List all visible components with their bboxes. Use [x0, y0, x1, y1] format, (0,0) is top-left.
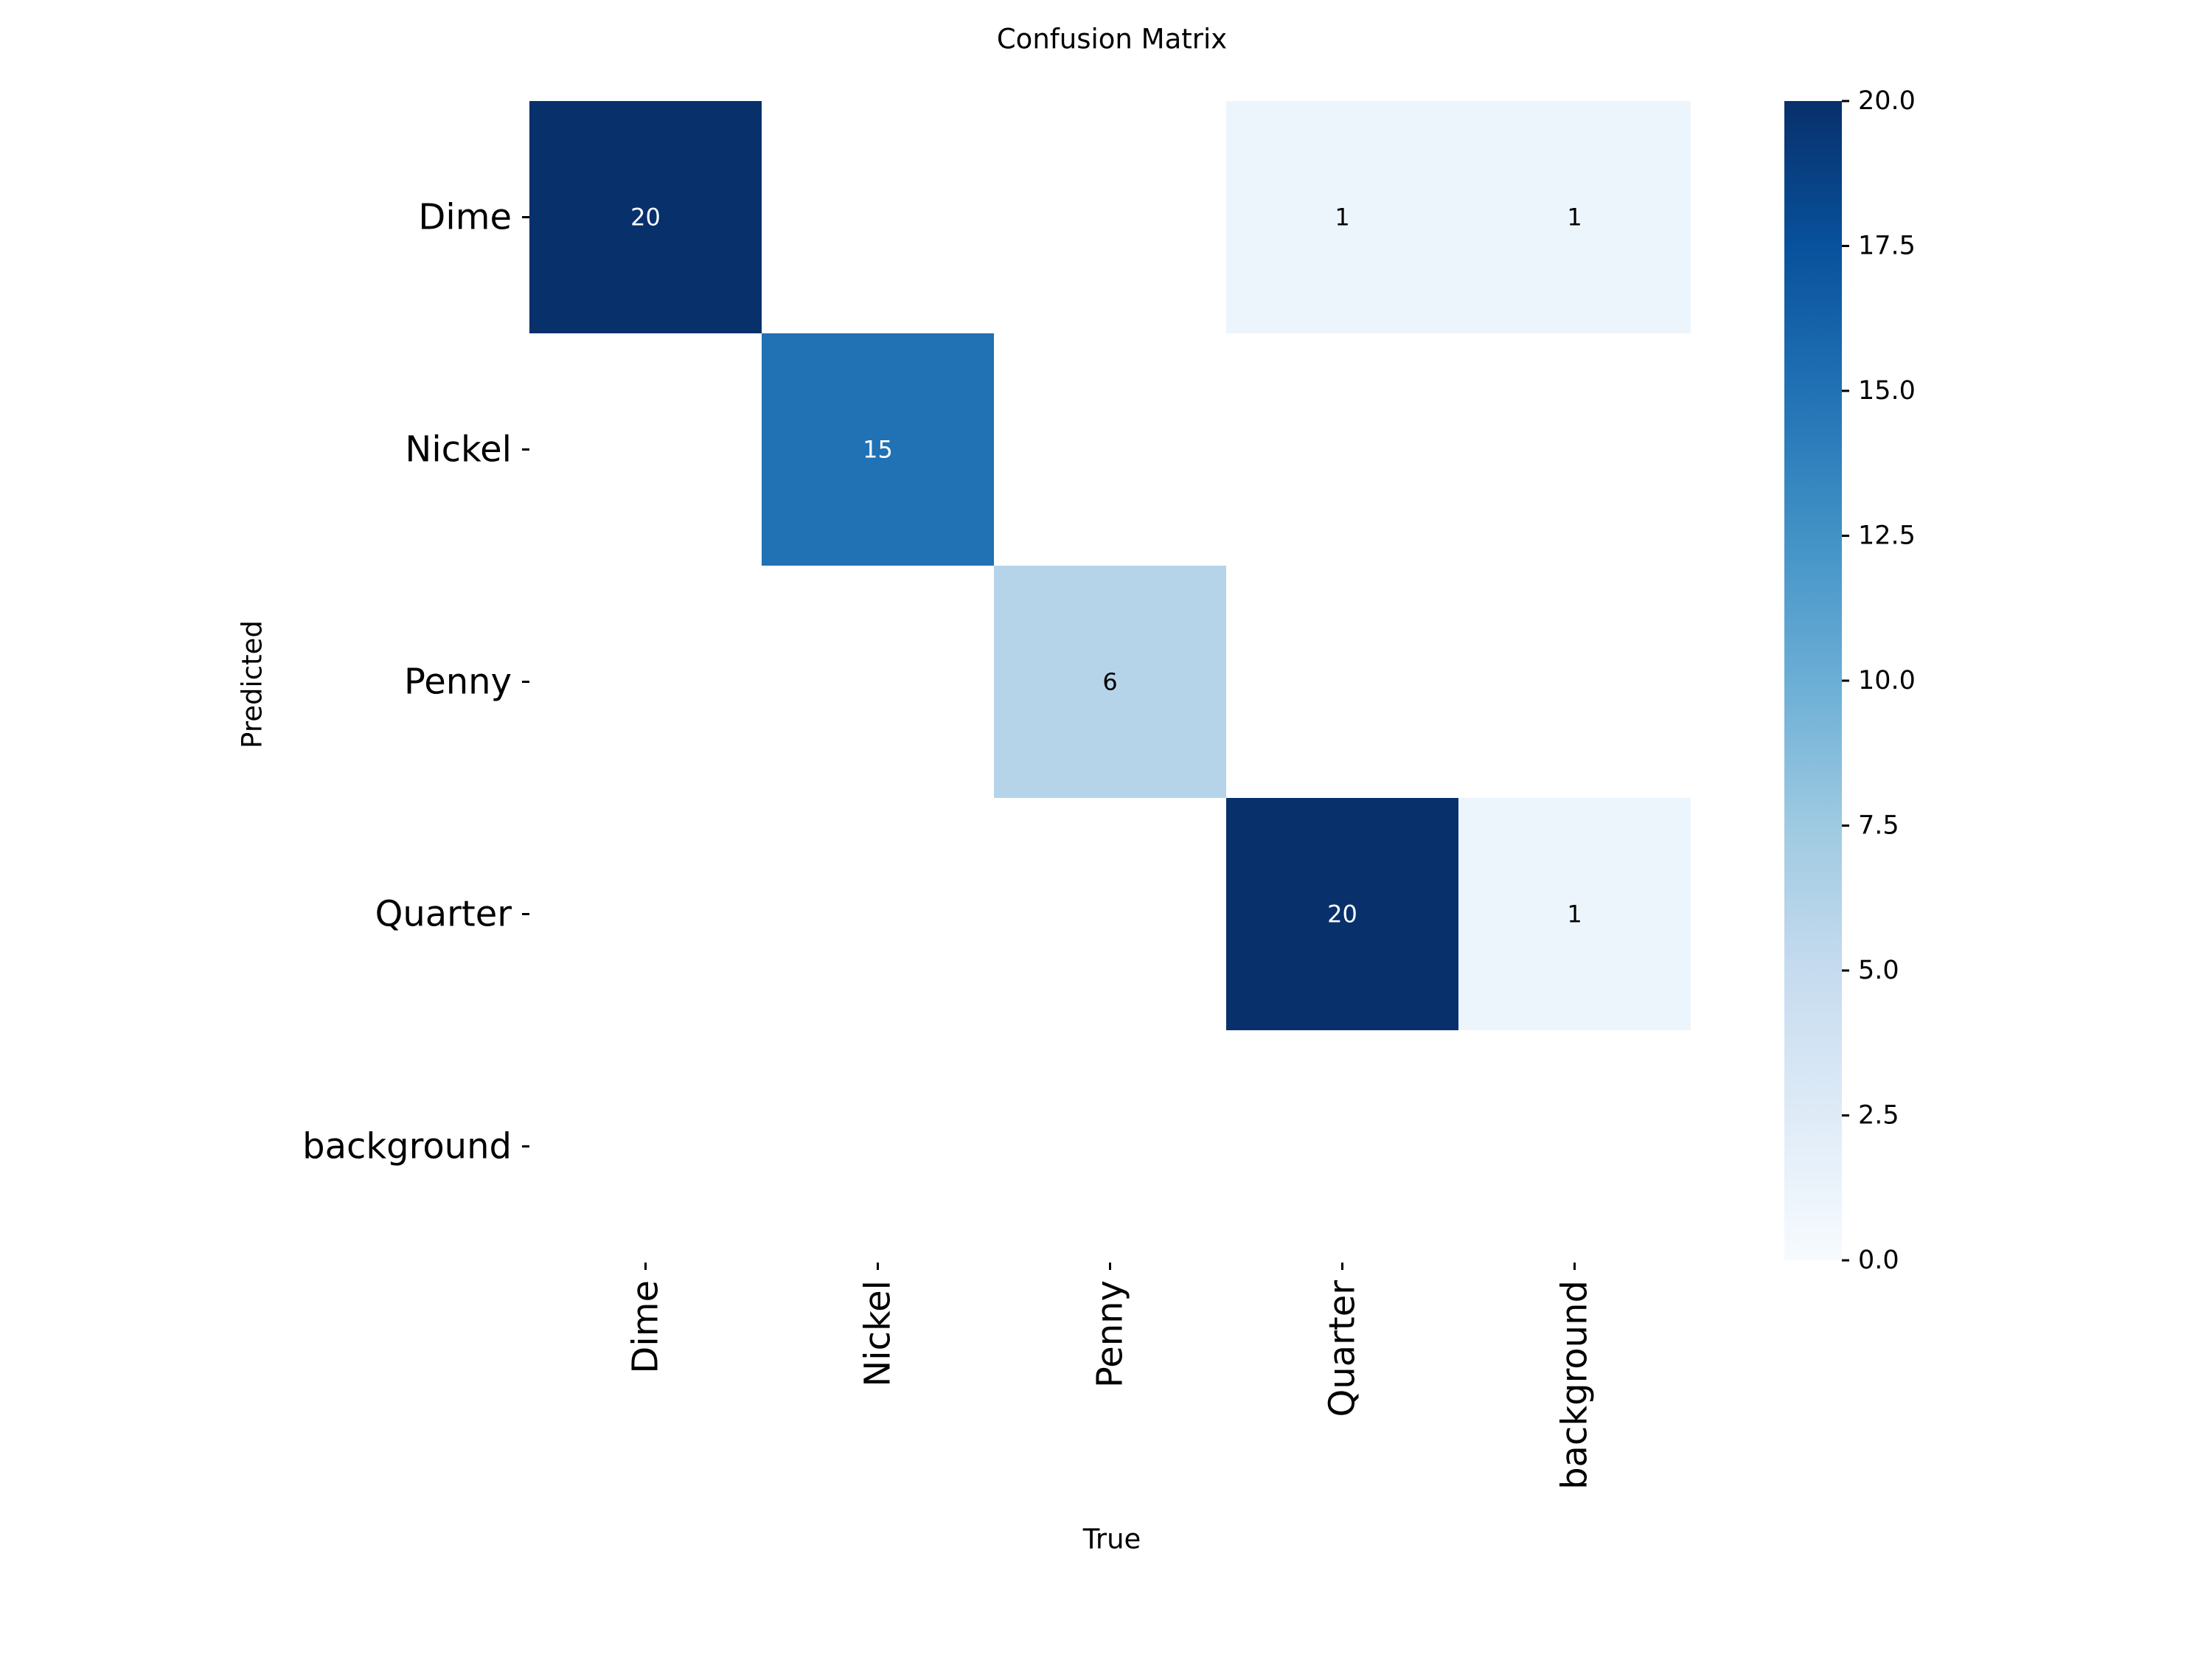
cell-value-label: 6	[1102, 668, 1117, 696]
y-tick-label: Nickel	[405, 429, 512, 471]
heatmap-cell	[994, 566, 1226, 798]
cell-value-label: 15	[863, 436, 893, 464]
heatmap-cell	[762, 333, 994, 566]
heatmap-cell	[529, 101, 762, 333]
colorbar-tick-label: 5.0	[1858, 956, 1899, 985]
heatmap-cell-labels: 20 1 1 15 6 20 1	[630, 204, 1582, 928]
colorbar-tick-label: 0.0	[1858, 1246, 1899, 1275]
cell-value-label: 1	[1335, 204, 1349, 232]
colorbar-tick-label: 7.5	[1858, 811, 1899, 841]
x-tick-label: Penny	[1090, 1280, 1131, 1388]
cell-value-label: 1	[1567, 204, 1582, 232]
colorbar-gradient	[1784, 101, 1842, 1260]
heatmap-cell	[1458, 101, 1691, 333]
colorbar-tick-label: 2.5	[1858, 1101, 1899, 1131]
colorbar-tick-label: 20.0	[1858, 86, 1916, 116]
colorbar-tick-label: 12.5	[1858, 521, 1916, 551]
y-axis-label: Predicted	[237, 620, 268, 749]
colorbar-tick-label: 15.0	[1858, 376, 1916, 406]
colorbar-tick-label: 17.5	[1858, 232, 1916, 261]
y-tick-label: Penny	[404, 662, 512, 703]
heatmap-cells	[529, 101, 1691, 1030]
y-tick-label: Dime	[418, 197, 512, 238]
x-tick-label: Quarter	[1322, 1280, 1363, 1417]
colorbar: 0.0 2.5 5.0 7.5 10.0 12.5 15.0 17.5 20.0	[1784, 86, 1916, 1275]
x-axis: Dime Nickel Penny Quarter background	[625, 1263, 1596, 1490]
colorbar-tick-label: 10.0	[1858, 666, 1916, 695]
y-axis: Dime Nickel Penny Quarter background	[302, 197, 529, 1167]
chart-title: Confusion Matrix	[997, 24, 1227, 55]
cell-value-label: 20	[1327, 900, 1357, 928]
heatmap-cell	[1458, 798, 1691, 1030]
x-tick-label: background	[1554, 1280, 1596, 1490]
x-axis-label: True	[1082, 1524, 1141, 1555]
cell-value-label: 20	[630, 204, 661, 232]
x-tick-label: Dime	[625, 1280, 667, 1374]
y-tick-label: Quarter	[375, 894, 512, 935]
y-tick-label: background	[302, 1126, 512, 1167]
cell-value-label: 1	[1567, 900, 1582, 928]
x-tick-label: Nickel	[858, 1280, 899, 1387]
heatmap-cell	[1226, 101, 1458, 333]
heatmap-cell	[1226, 798, 1458, 1030]
